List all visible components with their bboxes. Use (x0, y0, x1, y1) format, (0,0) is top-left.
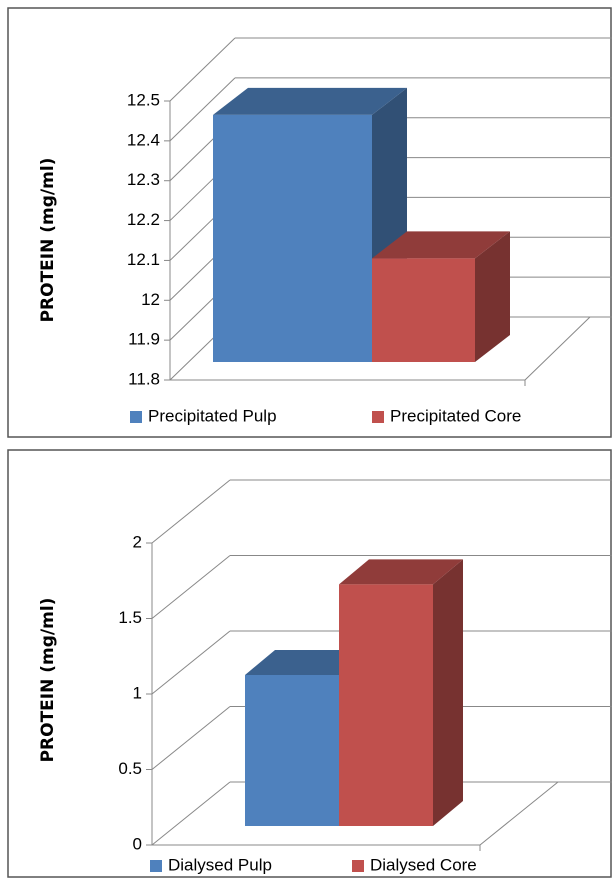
bar (339, 584, 433, 826)
bar-top (339, 559, 463, 585)
legend-swatch (130, 411, 142, 423)
y-tick-label: 1 (133, 683, 142, 702)
legend-swatch (372, 411, 384, 423)
legend-swatch (352, 860, 364, 872)
legend-swatch (150, 860, 162, 872)
legend-label: Dialysed Core (370, 855, 477, 874)
y-tick-label: 11.9 (128, 330, 160, 349)
y-tick-label: 12.1 (127, 250, 160, 269)
y-tick-label: 1.5 (118, 608, 142, 627)
panel-border (7, 449, 612, 878)
grid-line (151, 555, 231, 619)
y-axis-label: PROTEIN (mg/ml) (38, 598, 58, 763)
y-tick-label: 11.8 (128, 369, 160, 388)
y-tick-label: 0 (133, 834, 142, 853)
grid-line (151, 479, 231, 544)
bar-side (475, 231, 510, 362)
grid-line (169, 77, 236, 142)
panel-border (7, 7, 612, 438)
bar (372, 258, 475, 362)
y-axis-label: PROTEIN (mg/ml) (38, 158, 58, 323)
y-tick-label: 2 (133, 532, 142, 551)
bar-top (245, 650, 369, 675)
legend-label: Dialysed Pulp (168, 855, 272, 874)
y-tick-label: 12.3 (127, 170, 160, 189)
grid-line (169, 37, 236, 102)
grid-line (151, 630, 231, 695)
bar (213, 114, 372, 362)
y-tick-label: 0.5 (118, 759, 142, 778)
grid-line (151, 706, 231, 770)
bar-side (433, 559, 463, 826)
y-tick-label: 12.4 (127, 130, 160, 149)
y-tick-label: 12.5 (127, 90, 160, 109)
floor-edge (524, 316, 591, 381)
bar (245, 675, 339, 826)
bar-top (213, 87, 407, 115)
bar-top (372, 231, 510, 259)
y-tick-label: 12.2 (127, 210, 160, 229)
legend-label: Precipitated Core (390, 406, 521, 425)
floor-edge (479, 781, 559, 846)
legend-label: Precipitated Pulp (148, 406, 277, 425)
y-tick-label: 12 (141, 290, 160, 309)
grid-line (151, 781, 231, 846)
